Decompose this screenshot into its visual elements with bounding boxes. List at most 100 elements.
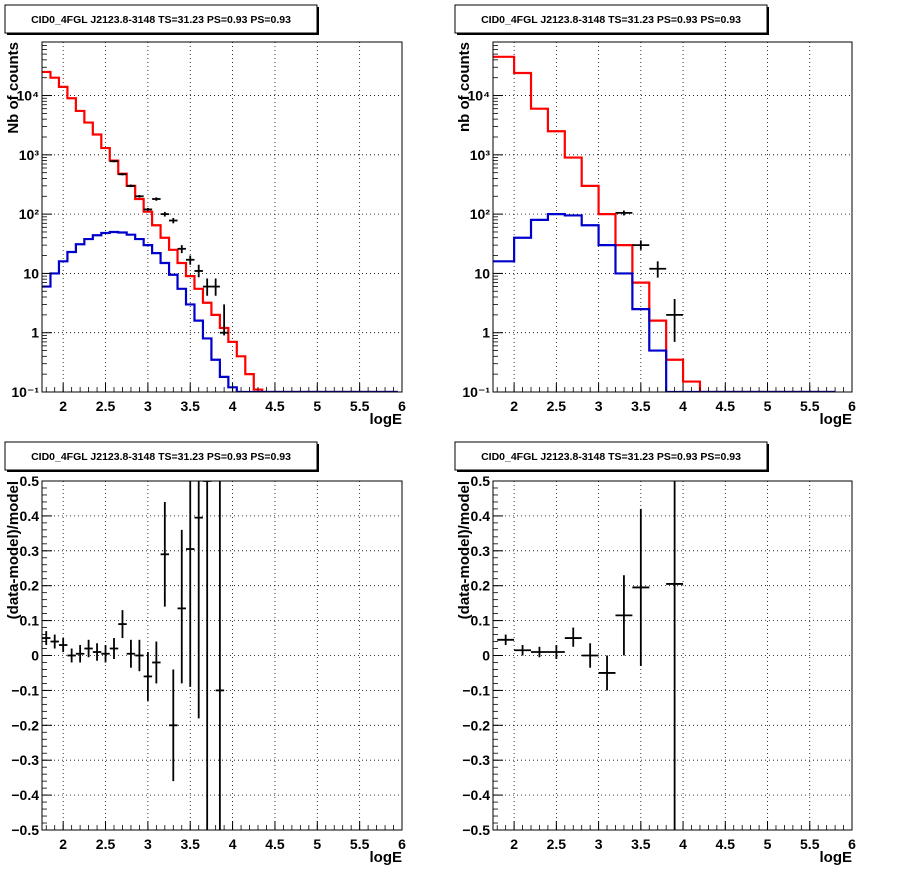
x-tick-label: 4.5 — [716, 836, 736, 852]
y-tick-label: 10⁻¹ — [11, 384, 39, 400]
y-axis-label: (data-model)/model — [5, 481, 22, 619]
y-tick-label: 0.4 — [20, 508, 40, 524]
series-blue-step-line — [493, 213, 836, 392]
x-tick-label: 2 — [510, 398, 518, 414]
chart-panel-3: 2 2.5 3 3.5 4 4.5 5 5.5 6 −0.5 −0.4 −0.3 −0.2 −0.1 0 0.… — [4, 441, 406, 866]
y-tick-label: 10 — [23, 265, 39, 281]
y-tick-label: 10⁴ — [17, 88, 40, 104]
y-tick-label: −0.3 — [462, 752, 490, 768]
data-points — [497, 481, 684, 830]
data-point — [42, 631, 51, 646]
data-point — [194, 481, 203, 719]
y-tick-label: 0.2 — [471, 578, 491, 594]
y-tick-label: 0 — [482, 648, 490, 664]
data-point — [194, 264, 203, 278]
y-tick-label: 0.1 — [471, 613, 491, 629]
plot-frame — [41, 41, 403, 393]
data-point — [92, 643, 102, 661]
y-tick-label: −0.5 — [11, 822, 39, 838]
data-point — [152, 197, 161, 201]
data-point — [202, 278, 212, 296]
x-tick-label: 6 — [398, 398, 406, 414]
data-point — [632, 240, 650, 250]
data-points — [42, 481, 225, 830]
y-tick-label: −0.2 — [11, 717, 39, 733]
data-points — [615, 210, 684, 342]
data-point — [126, 184, 136, 188]
data-point — [160, 211, 170, 217]
x-tick-label: 3 — [595, 836, 603, 852]
chart-title: CID0_4FGL J2123.8-3148 TS=31.23 PS=0.93 … — [481, 14, 741, 26]
data-point — [143, 652, 153, 701]
series-red-step-line — [42, 70, 398, 392]
y-tick-label: 10³ — [19, 147, 40, 163]
x-tick-label: 5 — [313, 836, 321, 852]
data-points — [109, 160, 229, 336]
data-point — [666, 299, 684, 342]
data-point — [215, 481, 225, 830]
y-tick-label: −0.1 — [11, 682, 39, 698]
chart-panel-1: 2 2.5 3 3.5 4 4.5 5 5.5 6 10⁻¹ 1 10 10² 10³ 10⁴ logE Nb … — [4, 4, 406, 428]
x-tick-label: 5.5 — [350, 398, 370, 414]
data-point — [531, 646, 548, 658]
data-point — [598, 655, 616, 691]
data-point — [109, 160, 119, 163]
data-point — [177, 529, 186, 684]
y-axis-label: Nb of counts — [5, 42, 22, 134]
y-tick-label: 0 — [31, 648, 39, 664]
y-tick-label: 10⁴ — [468, 88, 491, 104]
x-tick-label: 5 — [313, 398, 321, 414]
x-tick-label: 3 — [144, 398, 152, 414]
x-tick-label: 2.5 — [547, 836, 567, 852]
x-axis-label: logE — [370, 411, 403, 428]
x-axis-label: logE — [820, 849, 853, 866]
x-tick-label: 6 — [848, 398, 856, 414]
y-tick-label: 10 — [474, 265, 490, 281]
x-tick-label: 4 — [229, 398, 237, 414]
y-tick-label: 0.1 — [20, 613, 40, 629]
x-tick-label: 5 — [764, 398, 772, 414]
y-tick-label: 0.3 — [471, 543, 491, 559]
data-point — [169, 218, 178, 224]
data-point — [101, 645, 110, 663]
x-tick-label: 3 — [595, 398, 603, 414]
x-tick-label: 4.5 — [716, 398, 736, 414]
plot-frame — [492, 480, 853, 831]
data-point — [58, 638, 68, 653]
data-point — [547, 645, 565, 659]
data-point — [211, 278, 220, 296]
data-point — [186, 255, 195, 265]
x-tick-label: 5.5 — [800, 398, 820, 414]
y-tick-label: 0.5 — [471, 473, 491, 489]
chart-title: CID0_4FGL J2123.8-3148 TS=31.23 PS=0.93 … — [481, 451, 741, 463]
x-tick-label: 5.5 — [800, 836, 820, 852]
x-axis-label: logE — [370, 849, 403, 866]
y-tick-label: 10⁻¹ — [462, 384, 490, 400]
series-blue-step-line — [42, 230, 398, 392]
x-tick-label: 6 — [848, 836, 856, 852]
chart-title: CID0_4FGL J2123.8-3148 TS=31.23 PS=0.93 … — [31, 451, 291, 463]
y-tick-label: −0.1 — [462, 682, 490, 698]
data-point — [118, 610, 127, 639]
y-tick-label: −0.5 — [462, 822, 490, 838]
title-box — [4, 4, 318, 34]
data-point — [75, 645, 85, 663]
x-tick-label: 2 — [510, 836, 518, 852]
title-box — [454, 4, 768, 34]
data-point — [632, 508, 650, 666]
grid-lines — [493, 481, 852, 830]
y-tick-label: 10² — [19, 206, 40, 222]
data-point — [67, 648, 76, 663]
data-point — [143, 207, 153, 211]
data-point — [169, 669, 178, 782]
title-box — [454, 441, 768, 471]
data-point — [581, 643, 599, 668]
data-point — [135, 195, 144, 198]
x-tick-label: 3 — [144, 836, 152, 852]
y-tick-label: 1 — [31, 325, 39, 341]
y-tick-label: −0.2 — [462, 717, 490, 733]
y-tick-label: 0.2 — [20, 578, 40, 594]
y-tick-label: 0.4 — [471, 508, 491, 524]
x-tick-label: 2.5 — [547, 398, 567, 414]
